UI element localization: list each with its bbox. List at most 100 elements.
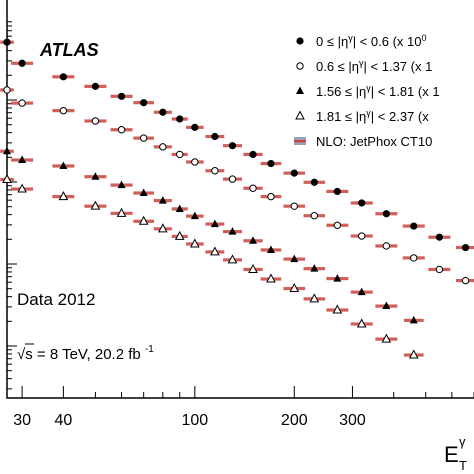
- data-point: [267, 192, 275, 201]
- data-point: [381, 333, 392, 343]
- data-point: [190, 238, 200, 248]
- legend-label-tail: | < 1.37 (x 1: [364, 59, 433, 74]
- data-point: [59, 73, 67, 81]
- data-point: [248, 263, 258, 273]
- data-point: [190, 211, 199, 220]
- data-point: [18, 155, 27, 163]
- data-point: [310, 178, 318, 186]
- lumi-exponent: -1: [145, 344, 154, 355]
- legend-label: NLO: JetPhox CT10: [316, 134, 432, 149]
- data-point: [210, 246, 220, 256]
- data-point: [117, 126, 126, 134]
- legend-label-text: 1.56 ≤ |η: [316, 84, 366, 99]
- legend-label: 0 ≤ |ηγ| < 0.6 (x 100: [316, 33, 427, 49]
- data-point: [18, 99, 26, 107]
- data-point: [309, 293, 320, 303]
- data-point: [408, 349, 419, 359]
- x-axis-label-main: E: [444, 442, 459, 467]
- data-point: [175, 204, 184, 212]
- data-point: [157, 223, 168, 233]
- legend-label-tail: | < 0.6 (x 10: [353, 34, 422, 49]
- legend-marker-filled-triangle: [296, 86, 304, 94]
- legend-label-sup: γ: [366, 83, 371, 93]
- y-axis-ticks: [7, 21, 17, 390]
- data-point: [139, 134, 148, 142]
- data-point: [310, 212, 319, 220]
- data-point: [2, 173, 12, 183]
- data-point: [435, 233, 444, 241]
- data-point: [358, 199, 366, 207]
- legend-label: 1.81 ≤ |ηγ| < 2.37 (x: [316, 108, 429, 124]
- legend-label-tail-sup: 0: [421, 33, 426, 43]
- data-point: [117, 180, 126, 189]
- x-axis-label-sup: γ: [459, 434, 466, 449]
- data-point: [191, 158, 199, 166]
- data-point: [461, 243, 470, 252]
- data-point: [382, 301, 391, 310]
- data-point: [176, 115, 184, 123]
- energy-lumi-text: √s = 8 TeV, 20.2 fb: [17, 346, 141, 363]
- data-point: [18, 59, 26, 67]
- data-point: [138, 215, 149, 225]
- x-tick-label: 200: [281, 412, 308, 429]
- legend-label-sup: γ: [359, 58, 364, 68]
- legend-marker-open-triangle: [295, 110, 305, 120]
- x-axis-ticks: 30 40 100 200 300: [13, 386, 474, 429]
- data-point: [159, 143, 167, 151]
- legend-marker-open-circle: [296, 62, 304, 70]
- data-point: [333, 221, 342, 229]
- data-point: [249, 184, 257, 192]
- data-point: [58, 191, 69, 201]
- legend-label-text: 1.81 ≤ |η: [316, 109, 366, 124]
- data-point: [289, 282, 300, 293]
- data-point: [228, 227, 237, 235]
- data-point: [310, 264, 319, 272]
- data-point: [90, 200, 101, 210]
- data-point: [228, 142, 237, 150]
- atlas-label: ATLAS: [39, 40, 99, 60]
- data-point: [410, 222, 418, 230]
- data-point: [91, 82, 99, 90]
- data-point: [356, 318, 367, 328]
- data-point: [116, 207, 127, 217]
- data-point: [333, 187, 341, 196]
- data-point: [266, 245, 275, 253]
- data-point: [176, 150, 184, 159]
- legend-label: 0.6 ≤ |ηγ| < 1.37 (x 1: [316, 58, 432, 74]
- data-point: [210, 219, 219, 228]
- legend-marker-band-line: [294, 140, 306, 143]
- legend-label-tail: | < 2.37 (x: [371, 109, 429, 124]
- data-point: [249, 236, 258, 244]
- data-point: [290, 169, 298, 177]
- legend-label-sup: γ: [348, 33, 353, 43]
- data-point: [3, 86, 11, 94]
- data-year-label: Data 2012: [17, 290, 95, 309]
- legend-label: 1.56 ≤ |ηγ| < 1.81 (x 1: [316, 83, 440, 99]
- data-point: [332, 304, 343, 314]
- x-axis-label-sub: T: [459, 458, 467, 473]
- legend-label-text: 0 ≤ |η: [316, 34, 348, 49]
- data-point: [159, 108, 167, 116]
- data-point: [410, 254, 418, 262]
- data-point: [3, 146, 11, 155]
- legend-label-text: NLO: JetPhox CT10: [316, 134, 432, 149]
- legend-marker-filled-circle: [296, 37, 304, 45]
- data-point: [117, 92, 126, 100]
- x-tick-label: 40: [54, 412, 72, 429]
- x-tick-label: 100: [181, 412, 208, 429]
- x-tick-label: 300: [339, 412, 366, 429]
- data-point: [59, 161, 68, 169]
- x-tick-label: 30: [13, 412, 31, 429]
- data-point: [333, 274, 342, 282]
- data-point: [139, 188, 148, 197]
- data-point: [267, 159, 275, 168]
- data-point: [227, 254, 238, 264]
- data-point: [409, 315, 418, 324]
- data-point: [290, 202, 298, 210]
- data-point: [266, 273, 276, 283]
- data-point: [174, 230, 185, 240]
- data-point: [357, 287, 366, 296]
- data-point: [382, 242, 391, 250]
